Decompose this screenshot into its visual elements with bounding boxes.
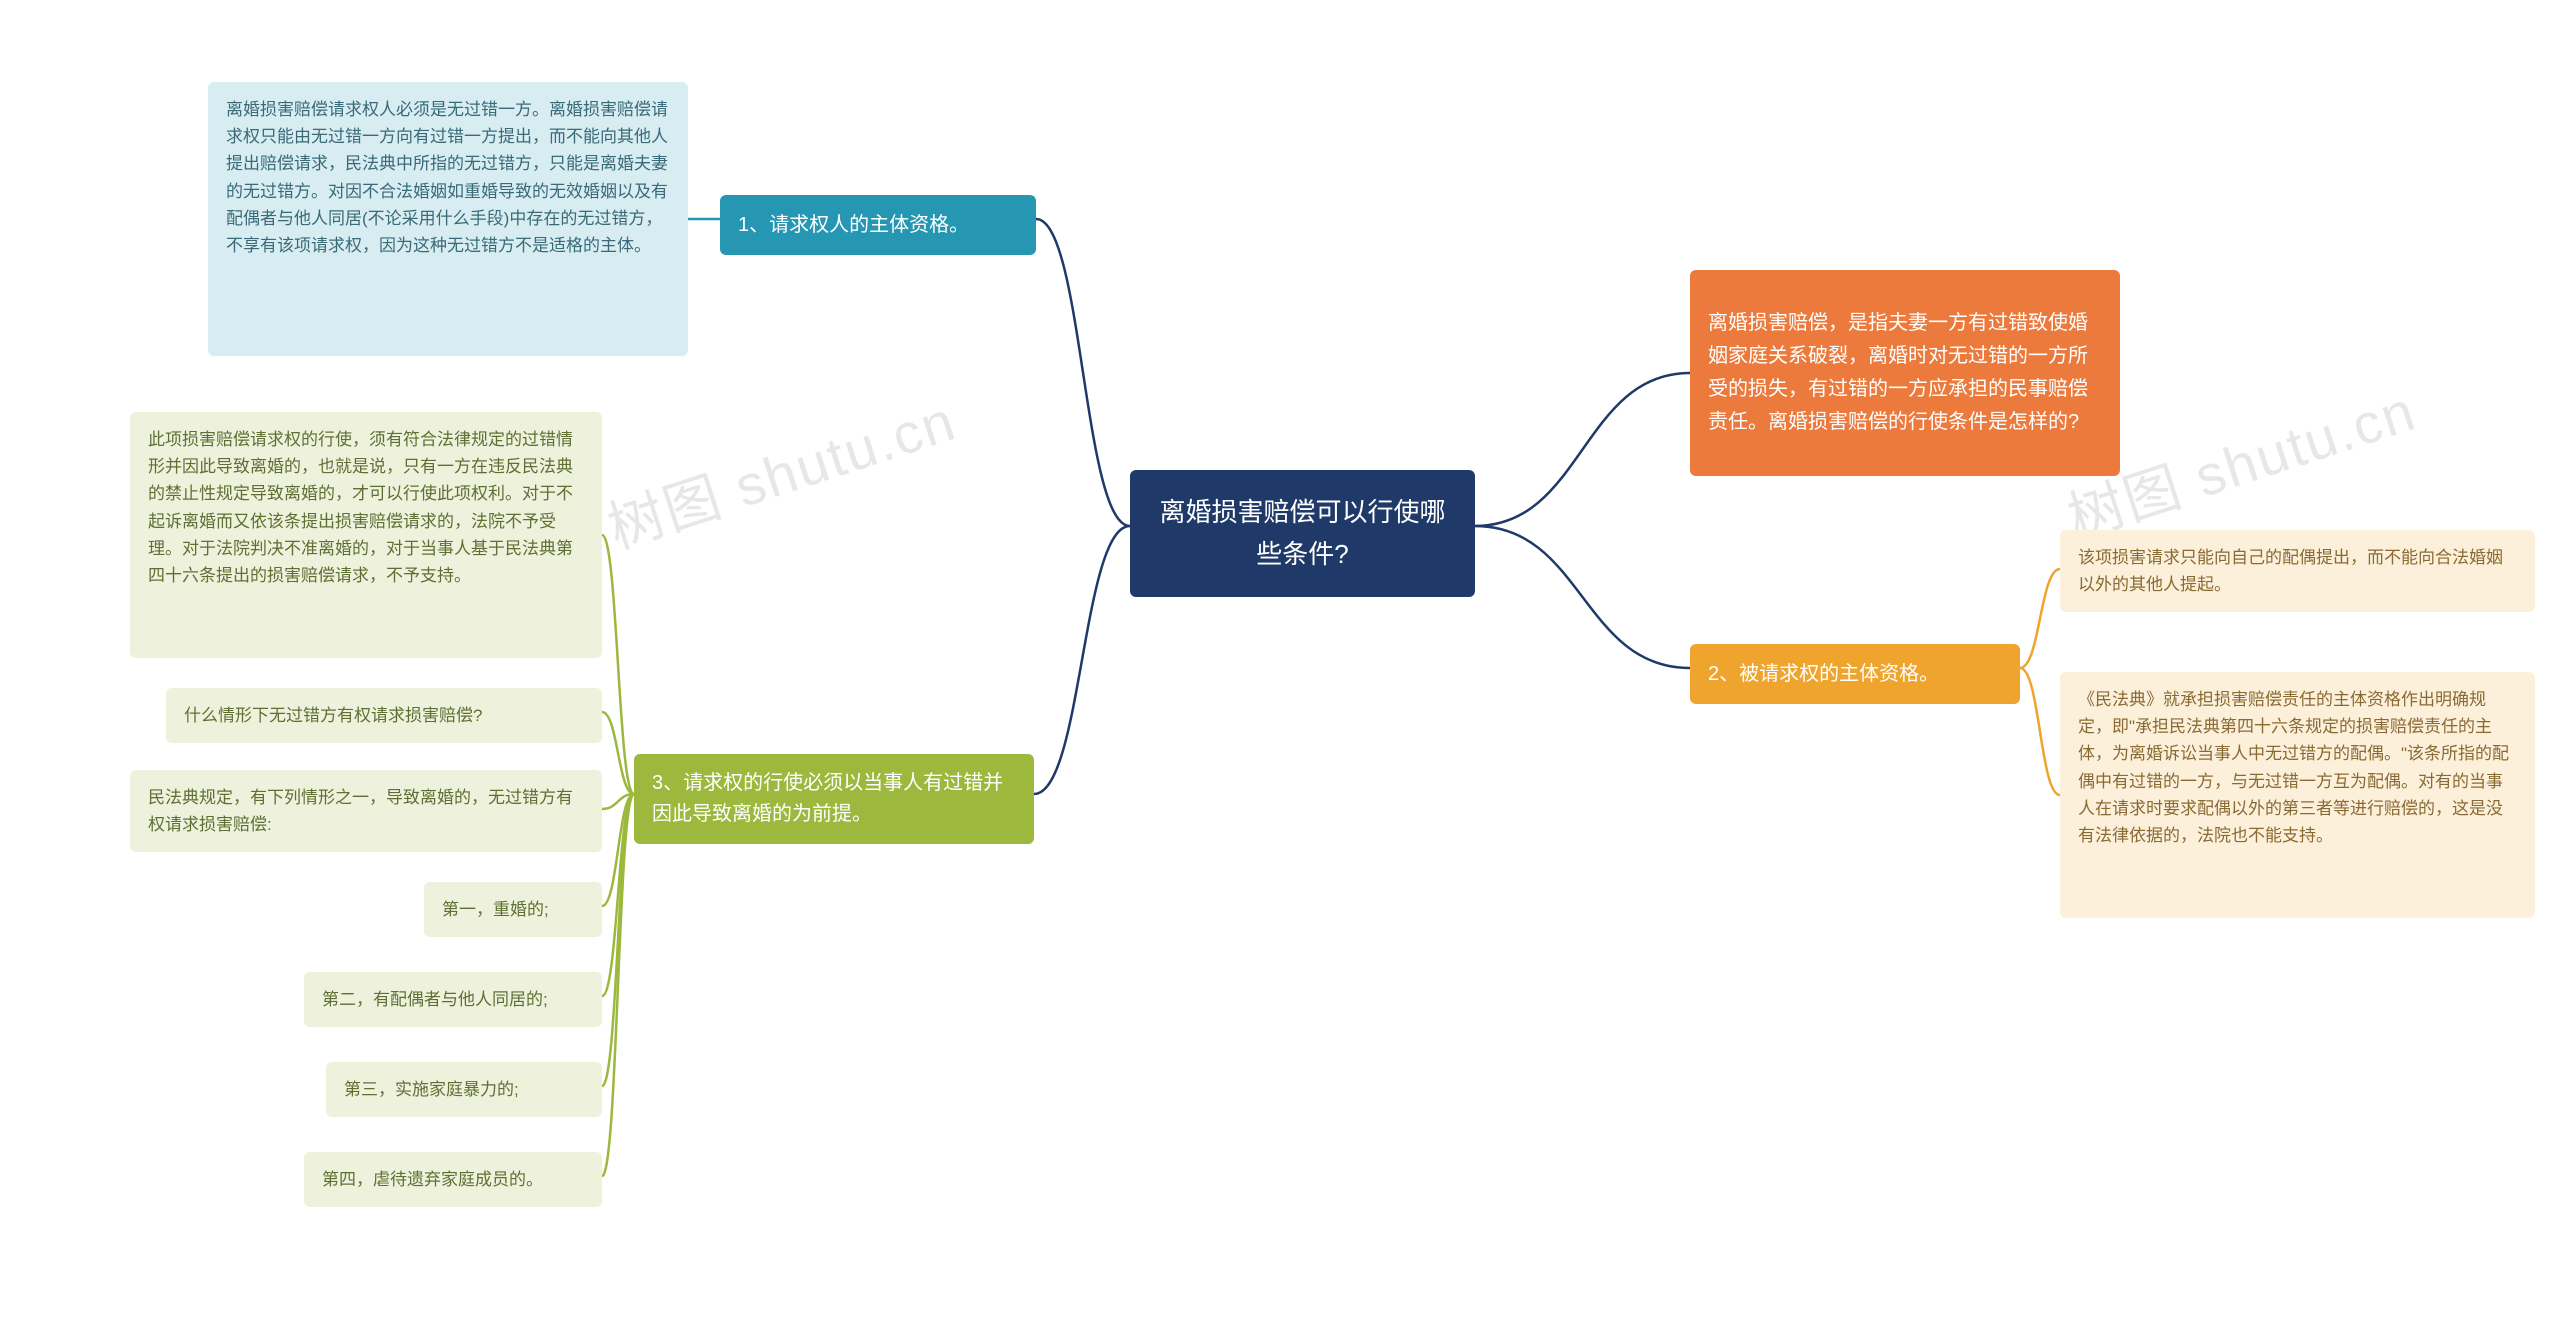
branch-4-leaf-5[interactable]: 第二，有配偶者与他人同居的; xyxy=(304,972,602,1027)
branch-3-leaf-1[interactable]: 该项损害请求只能向自己的配偶提出，而不能向合法婚姻以外的其他人提起。 xyxy=(2060,530,2535,612)
branch-4-leaf-7[interactable]: 第四，虐待遗弃家庭成员的。 xyxy=(304,1152,602,1207)
branch-4-leaf-4[interactable]: 第一，重婚的; xyxy=(424,882,602,937)
root-node[interactable]: 离婚损害赔偿可以行使哪些条件? xyxy=(1130,470,1475,597)
branch-3-node[interactable]: 2、被请求权的主体资格。 xyxy=(1690,644,2020,704)
branch-4-node[interactable]: 3、请求权的行使必须以当事人有过错并因此导致离婚的为前提。 xyxy=(634,754,1034,844)
branch-1-node[interactable]: 1、请求权人的主体资格。 xyxy=(720,195,1036,255)
branch-4-leaf-2[interactable]: 什么情形下无过错方有权请求损害赔偿? xyxy=(166,688,602,743)
branch-4-leaf-1[interactable]: 此项损害赔偿请求权的行使，须有符合法律规定的过错情形并因此导致离婚的，也就是说，… xyxy=(130,412,602,658)
branch-3-leaf-2[interactable]: 《民法典》就承担损害赔偿责任的主体资格作出明确规定，即"承担民法典第四十六条规定… xyxy=(2060,672,2535,918)
branch-4-leaf-6[interactable]: 第三，实施家庭暴力的; xyxy=(326,1062,602,1117)
branch-1-leaf-1[interactable]: 离婚损害赔偿请求权人必须是无过错一方。离婚损害赔偿请求权只能由无过错一方向有过错… xyxy=(208,82,688,356)
branch-2-node[interactable]: 离婚损害赔偿，是指夫妻一方有过错致使婚姻家庭关系破裂，离婚时对无过错的一方所受的… xyxy=(1690,270,2120,476)
branch-4-leaf-3[interactable]: 民法典规定，有下列情形之一，导致离婚的，无过错方有权请求损害赔偿: xyxy=(130,770,602,852)
watermark-1: 树图 shutu.cn xyxy=(596,376,965,565)
